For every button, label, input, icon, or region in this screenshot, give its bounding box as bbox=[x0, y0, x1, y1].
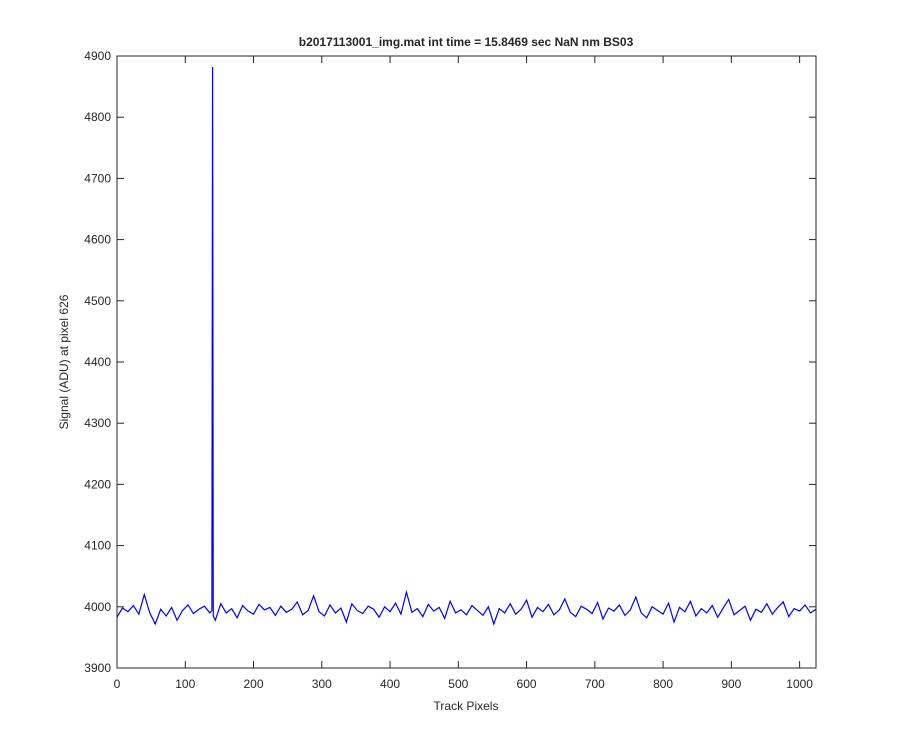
y-tick-label: 4000 bbox=[84, 600, 111, 614]
y-tick-label: 3900 bbox=[84, 661, 111, 675]
x-tick-label: 700 bbox=[585, 677, 605, 691]
x-tick-label: 1000 bbox=[786, 677, 813, 691]
x-tick-label: 0 bbox=[114, 677, 121, 691]
x-tick-label: 500 bbox=[448, 677, 468, 691]
x-tick-label: 800 bbox=[653, 677, 673, 691]
x-tick-label: 200 bbox=[244, 677, 264, 691]
y-tick-label: 4600 bbox=[84, 233, 111, 247]
y-axis-label: Signal (ADU) at pixel 626 bbox=[57, 294, 71, 429]
y-tick-label: 4400 bbox=[84, 355, 111, 369]
chart-title: b2017113001_img.mat int time = 15.8469 s… bbox=[299, 35, 634, 49]
x-tick-label: 300 bbox=[312, 677, 332, 691]
x-tick-label: 100 bbox=[175, 677, 195, 691]
data-line bbox=[116, 67, 817, 626]
y-tick-label: 4700 bbox=[84, 171, 111, 185]
x-axis-label: Track Pixels bbox=[434, 699, 499, 713]
y-tick-label: 4500 bbox=[84, 294, 111, 308]
x-tick-label: 600 bbox=[517, 677, 537, 691]
x-tick-label: 400 bbox=[380, 677, 400, 691]
x-tick-label: 900 bbox=[721, 677, 741, 691]
y-tick-label: 4300 bbox=[84, 416, 111, 430]
y-tick-label: 4200 bbox=[84, 477, 111, 491]
y-tick-label: 4100 bbox=[84, 539, 111, 553]
y-tick-label: 4800 bbox=[84, 110, 111, 124]
y-tick-label: 4900 bbox=[84, 49, 111, 63]
plot-box bbox=[116, 55, 817, 669]
